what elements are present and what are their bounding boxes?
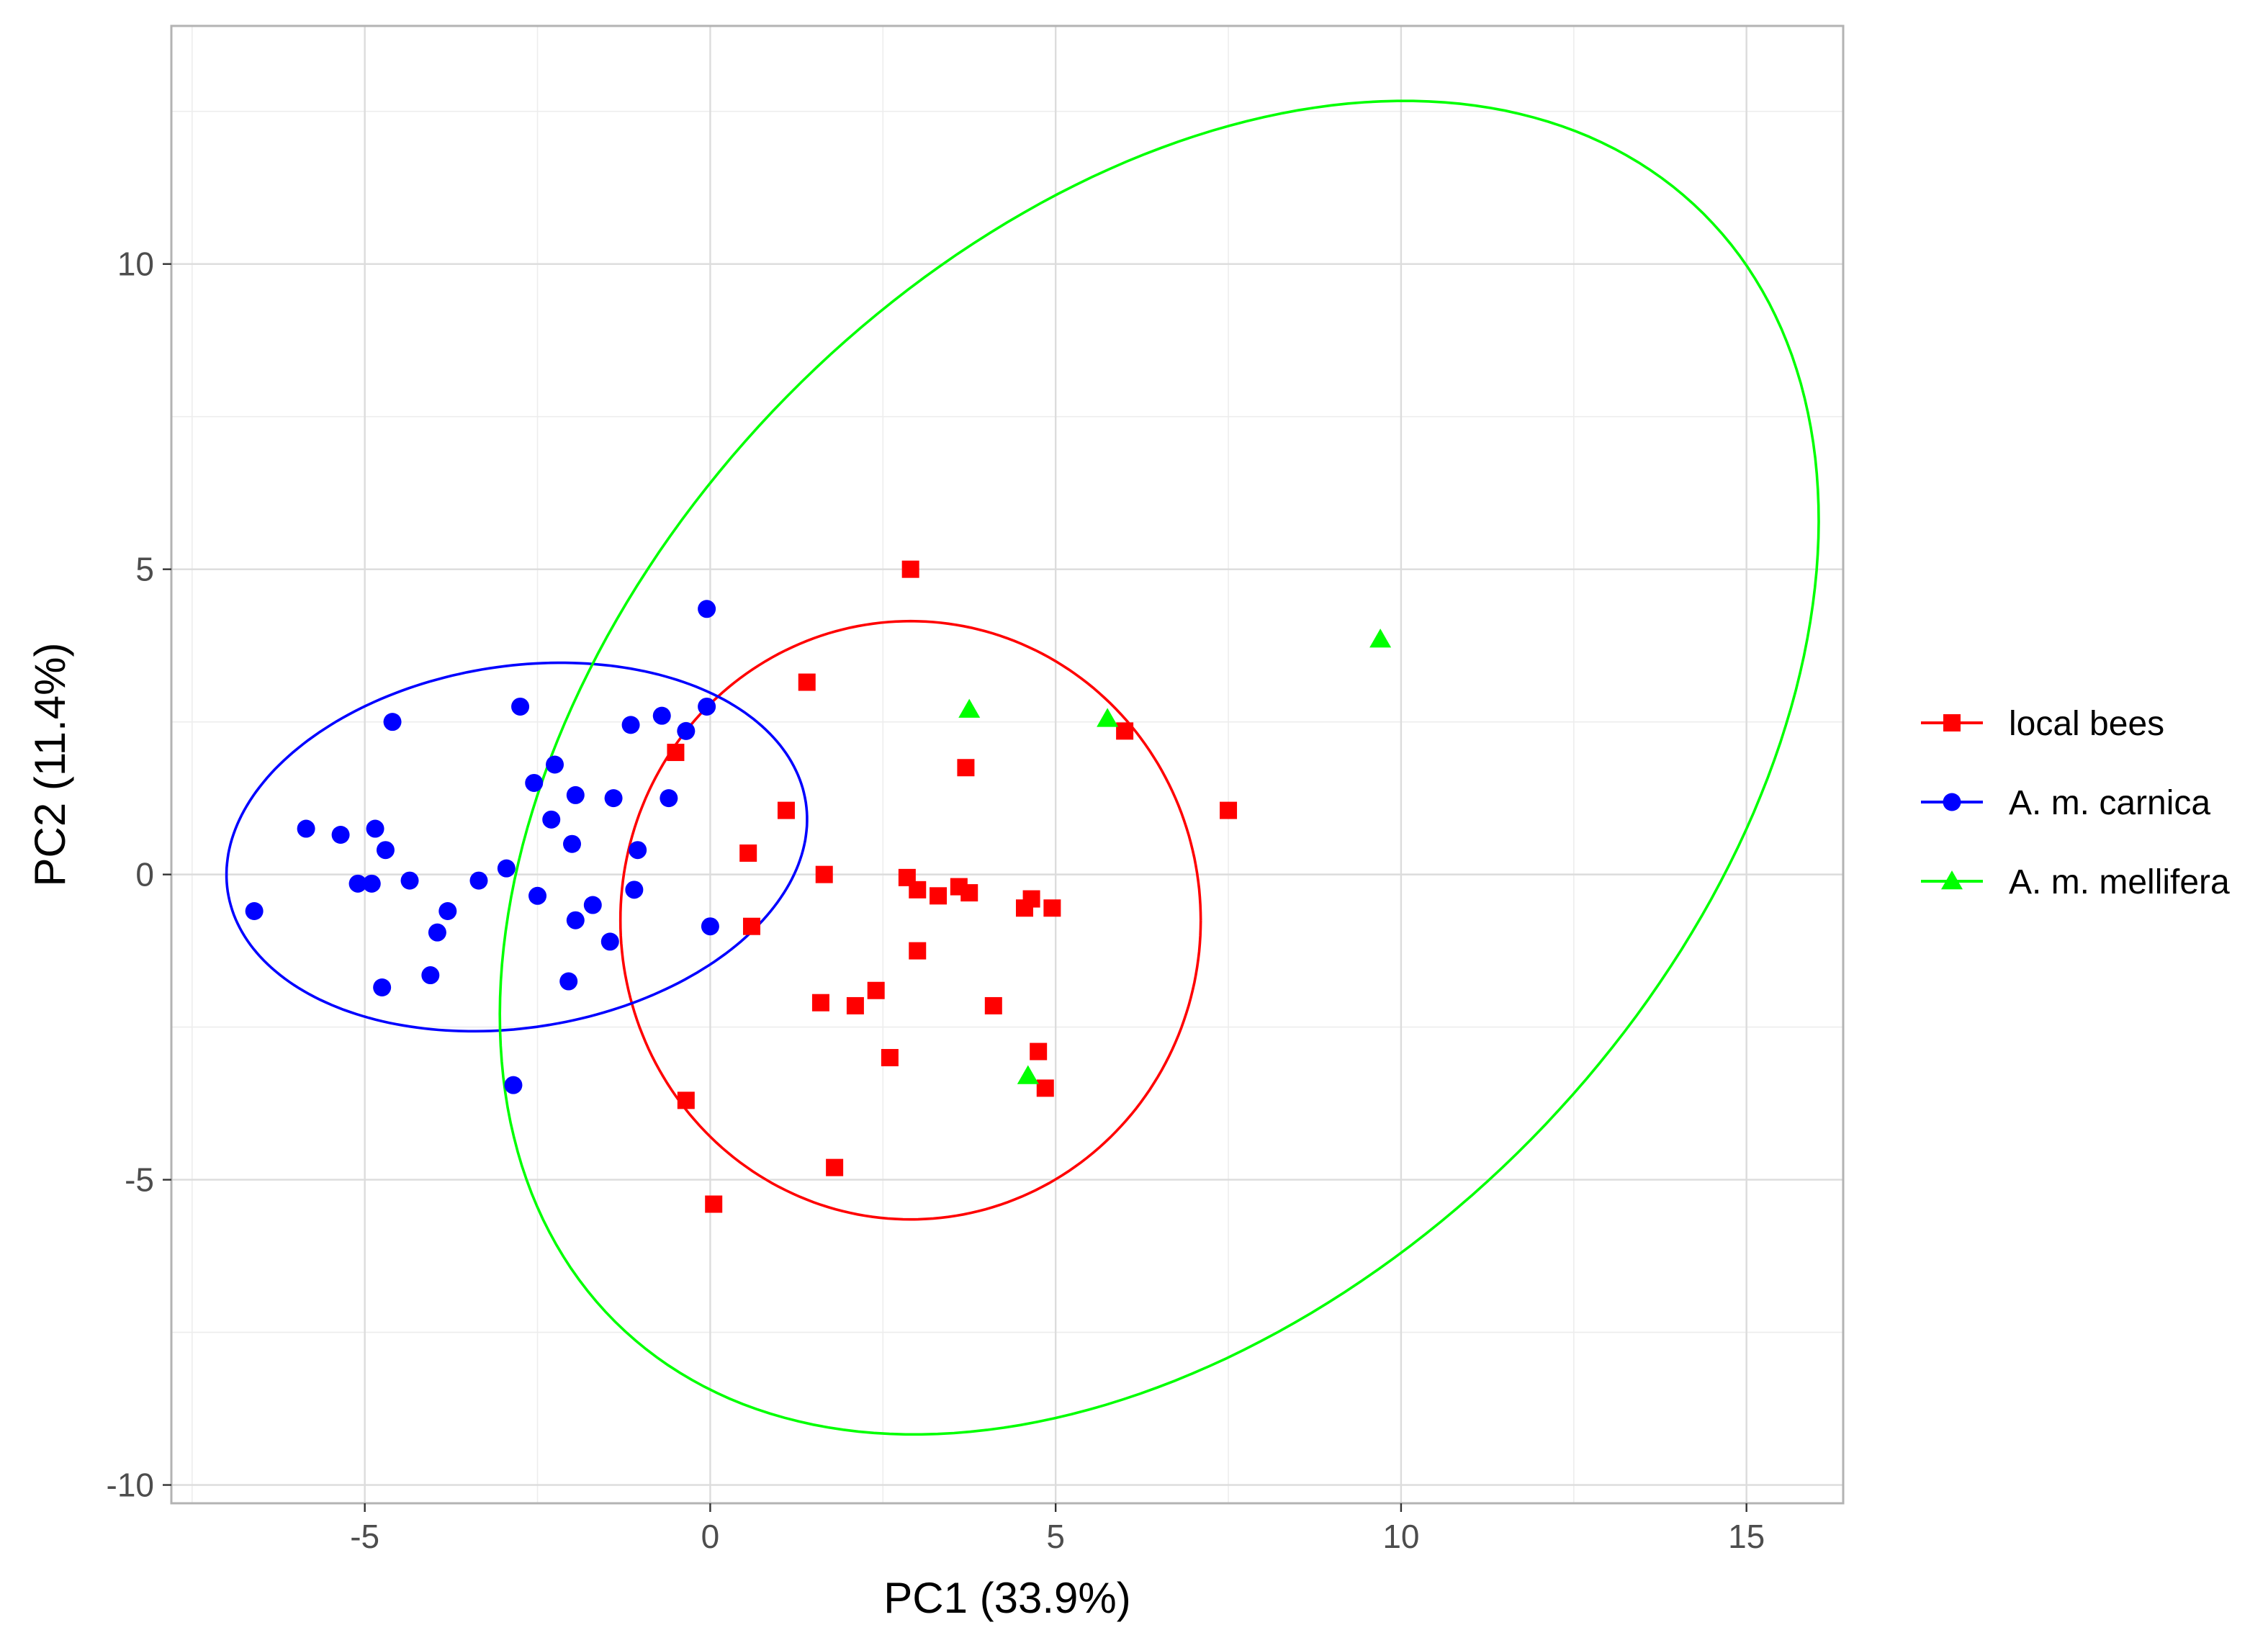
point-local-bees bbox=[826, 1158, 844, 1176]
point-local-bees bbox=[984, 996, 1002, 1014]
ellipse-a-m-carnica bbox=[225, 661, 809, 1033]
y-axis-title: PC2 (11.4%) bbox=[26, 642, 74, 886]
point-local-bees bbox=[1043, 899, 1061, 917]
legend-label-local-bees: local bees bbox=[2009, 705, 2164, 743]
point-a-m-carnica bbox=[383, 713, 402, 731]
point-local-bees bbox=[1015, 899, 1033, 917]
point-a-m-carnica bbox=[566, 785, 585, 804]
legend-marker-a-m-mellifera bbox=[1941, 870, 1963, 890]
point-a-m-carnica bbox=[511, 697, 530, 716]
point-a-m-carnica bbox=[331, 826, 350, 845]
point-local-bees bbox=[705, 1195, 723, 1213]
point-a-m-carnica bbox=[566, 911, 585, 929]
point-local-bees bbox=[777, 801, 795, 819]
point-a-m-mellifera bbox=[958, 698, 981, 718]
point-a-m-carnica bbox=[504, 1076, 523, 1094]
point-local-bees bbox=[846, 996, 864, 1014]
plot-panel-border bbox=[170, 24, 1845, 1505]
point-a-m-carnica bbox=[701, 917, 719, 936]
point-local-bees bbox=[960, 884, 978, 902]
y-tick-label: 10 bbox=[117, 246, 154, 283]
point-a-m-carnica bbox=[366, 819, 384, 838]
point-a-m-carnica bbox=[698, 600, 716, 618]
point-local-bees bbox=[815, 865, 833, 883]
point-local-bees bbox=[739, 844, 757, 862]
point-local-bees bbox=[901, 560, 919, 578]
point-a-m-carnica bbox=[245, 902, 264, 921]
legend-marker-a-m-carnica bbox=[1943, 793, 1961, 811]
confidence-ellipses bbox=[225, 99, 1820, 1436]
point-a-m-carnica bbox=[625, 881, 644, 899]
point-local-bees bbox=[798, 673, 816, 691]
point-a-m-carnica bbox=[428, 923, 446, 942]
point-a-m-carnica bbox=[546, 755, 564, 774]
x-tick-label: 15 bbox=[1728, 1518, 1765, 1555]
y-tick-label: 0 bbox=[135, 856, 154, 893]
point-local-bees bbox=[957, 759, 975, 777]
point-local-bees bbox=[909, 881, 927, 899]
point-a-m-carnica bbox=[348, 874, 367, 893]
point-a-m-carnica bbox=[376, 841, 395, 860]
grid-lines bbox=[171, 26, 1843, 1503]
point-local-bees bbox=[909, 942, 927, 960]
point-a-m-mellifera bbox=[1097, 708, 1119, 727]
point-a-m-carnica bbox=[542, 810, 561, 829]
point-a-m-carnica bbox=[469, 871, 488, 890]
point-a-m-carnica bbox=[497, 859, 516, 878]
point-a-m-carnica bbox=[677, 721, 696, 740]
point-a-m-carnica bbox=[698, 697, 716, 716]
point-a-m-mellifera bbox=[1369, 629, 1392, 648]
point-local-bees bbox=[667, 744, 685, 762]
point-a-m-carnica bbox=[525, 773, 544, 792]
point-a-m-carnica bbox=[528, 886, 547, 905]
point-local-bees bbox=[881, 1049, 899, 1067]
point-a-m-carnica bbox=[621, 716, 640, 734]
data-points bbox=[245, 560, 1392, 1213]
point-a-m-carnica bbox=[660, 789, 678, 808]
plot-panel bbox=[171, 26, 1843, 1503]
point-a-m-carnica bbox=[559, 972, 578, 991]
point-a-m-carnica bbox=[400, 871, 419, 890]
point-a-m-carnica bbox=[652, 706, 671, 725]
point-local-bees bbox=[930, 887, 948, 905]
point-local-bees bbox=[742, 917, 760, 935]
point-a-m-carnica bbox=[563, 834, 582, 853]
point-local-bees bbox=[1030, 1043, 1048, 1061]
x-tick-label: 10 bbox=[1382, 1518, 1419, 1555]
legend: local bees A. m. carnica A. m. mellifera bbox=[1921, 705, 2230, 901]
ellipse-local-bees bbox=[618, 619, 1202, 1221]
x-tick-label: 0 bbox=[701, 1518, 720, 1555]
legend-label-a-m-mellifera: A. m. mellifera bbox=[2009, 863, 2230, 901]
point-a-m-mellifera bbox=[1017, 1065, 1039, 1084]
point-a-m-carnica bbox=[604, 789, 623, 808]
y-tick-label: -5 bbox=[125, 1161, 154, 1199]
point-a-m-carnica bbox=[362, 874, 381, 893]
legend-marker-local-bees bbox=[1943, 714, 1961, 731]
x-tick-label: 5 bbox=[1046, 1518, 1065, 1555]
y-tick-label: 5 bbox=[135, 551, 154, 588]
point-local-bees bbox=[1036, 1079, 1054, 1097]
point-local-bees bbox=[1116, 722, 1134, 740]
point-a-m-carnica bbox=[583, 896, 602, 914]
point-a-m-carnica bbox=[373, 978, 392, 996]
point-a-m-carnica bbox=[438, 902, 457, 921]
axes: -5 0 5 10 15 -10 -5 0 5 10 bbox=[107, 246, 1765, 1555]
point-a-m-carnica bbox=[297, 819, 315, 838]
point-a-m-carnica bbox=[421, 966, 440, 985]
x-axis-title: PC1 (33.9%) bbox=[883, 1574, 1130, 1622]
point-local-bees bbox=[811, 994, 829, 1012]
y-tick-label: -10 bbox=[107, 1467, 154, 1504]
point-local-bees bbox=[867, 981, 885, 999]
point-a-m-carnica bbox=[629, 841, 647, 860]
legend-label-a-m-carnica: A. m. carnica bbox=[2009, 784, 2210, 822]
ellipse-a-m-mellifera bbox=[498, 99, 1820, 1436]
point-a-m-carnica bbox=[600, 932, 619, 951]
x-tick-label: -5 bbox=[350, 1518, 379, 1555]
point-local-bees bbox=[1220, 801, 1238, 819]
point-local-bees bbox=[677, 1091, 695, 1109]
